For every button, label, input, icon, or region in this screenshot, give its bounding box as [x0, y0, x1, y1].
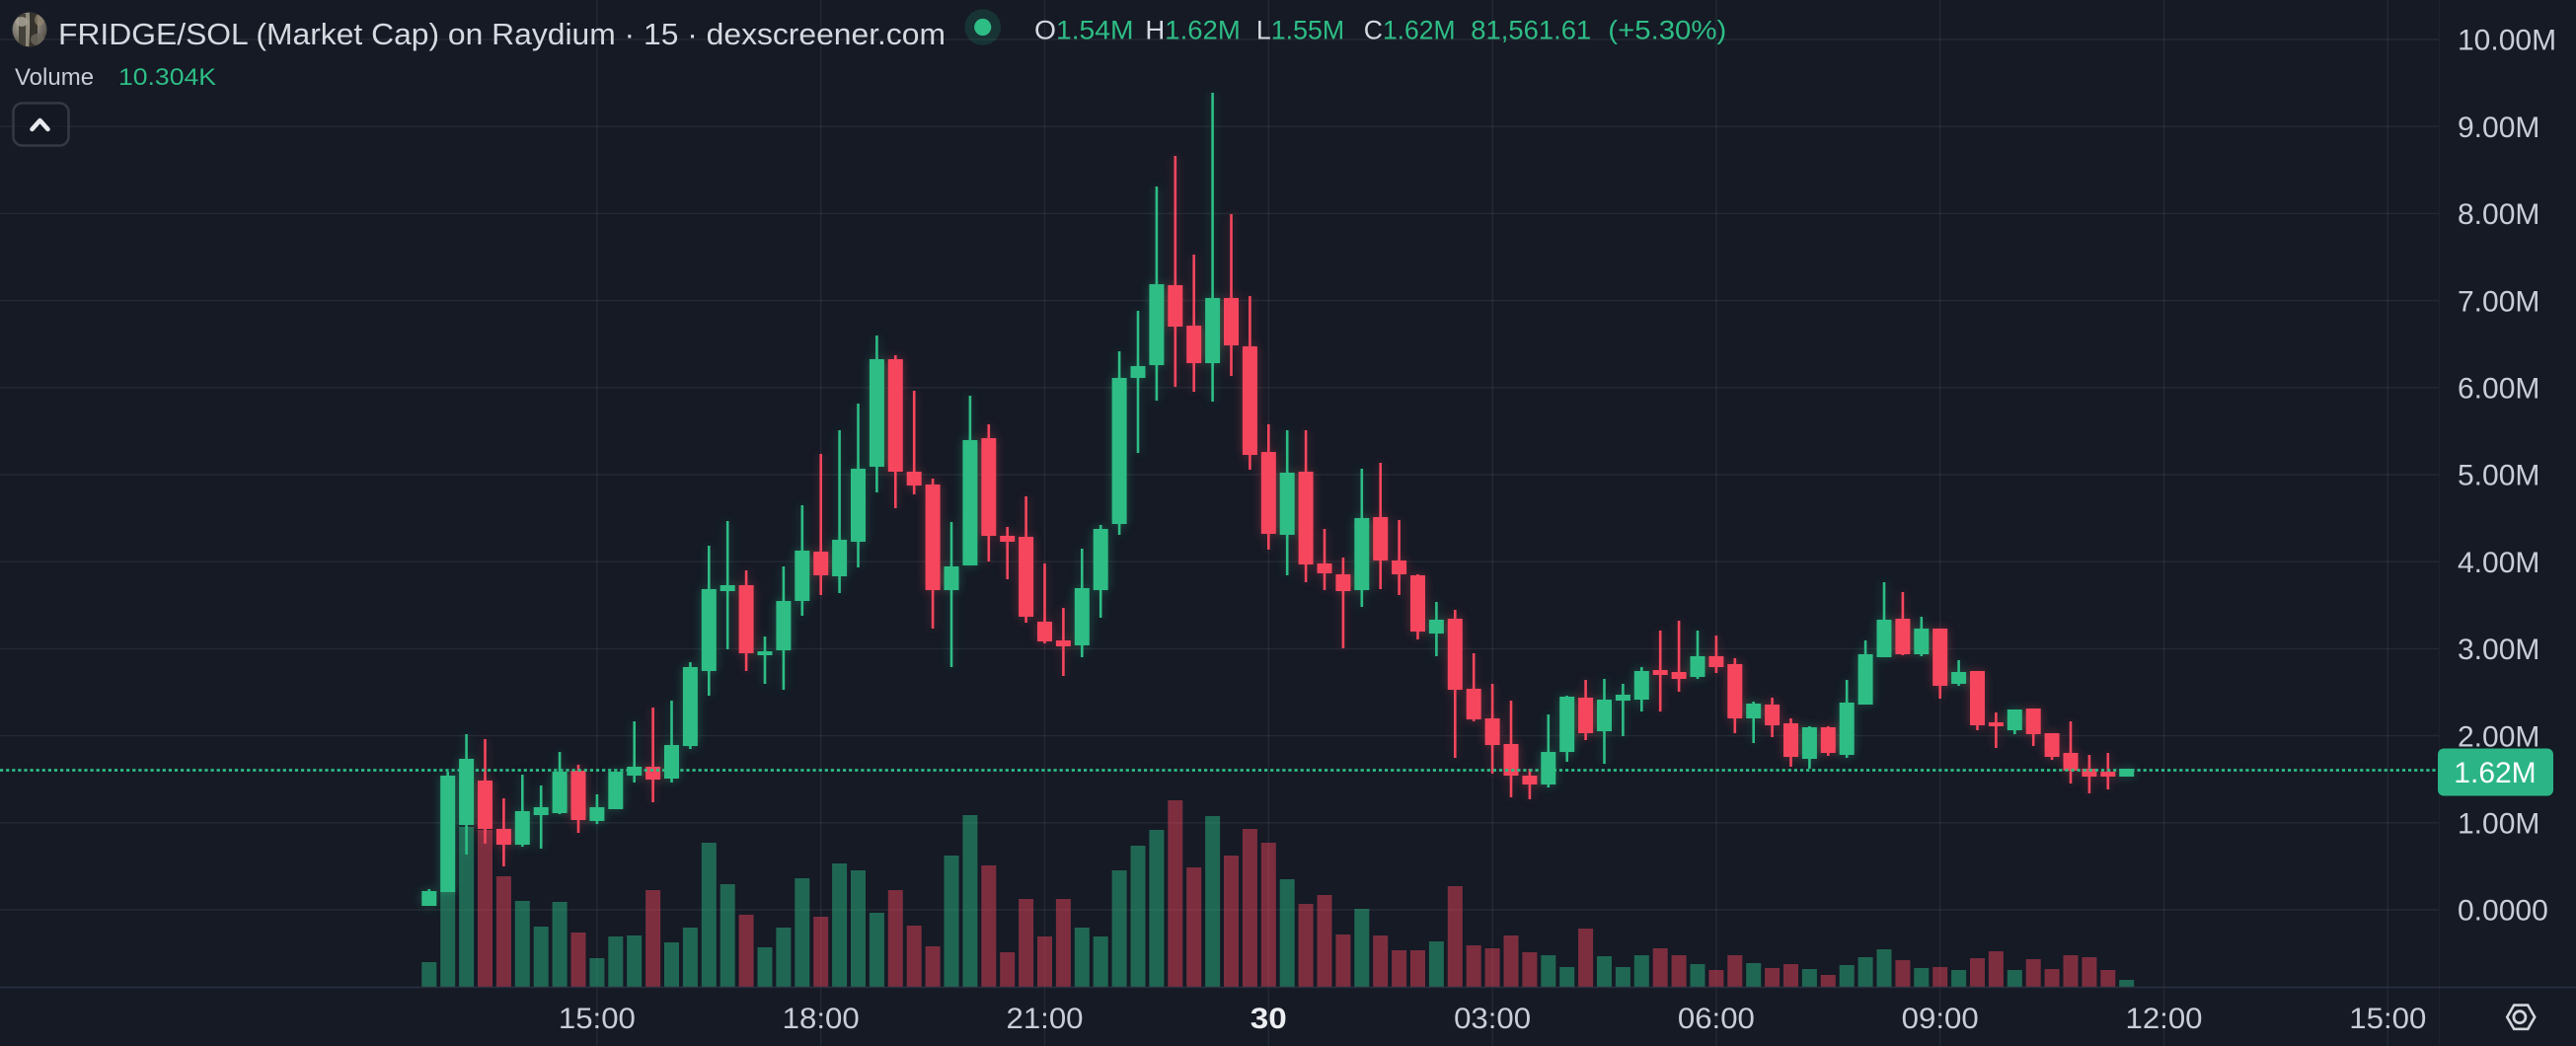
svg-text:FRIDGE/SOL (Market Cap) on Ray: FRIDGE/SOL (Market Cap) on Raydium · 15 … [58, 18, 946, 51]
svg-text:1.62M: 1.62M [2454, 757, 2536, 789]
svg-text:03:00: 03:00 [1454, 1003, 1531, 1035]
svg-text:06:00: 06:00 [1678, 1003, 1755, 1035]
svg-text:C1.62M: C1.62M [1364, 16, 1456, 45]
svg-text:0.0000: 0.0000 [2458, 895, 2548, 928]
svg-text:5.00M: 5.00M [2458, 460, 2539, 492]
svg-text:09:00: 09:00 [1902, 1003, 1979, 1035]
svg-text:8.00M: 8.00M [2458, 198, 2539, 231]
svg-text:7.00M: 7.00M [2458, 285, 2539, 318]
svg-text:L1.55M: L1.55M [1256, 16, 1344, 45]
svg-text:15:00: 15:00 [2349, 1003, 2426, 1035]
svg-text:81,561.61: 81,561.61 [1471, 16, 1591, 45]
svg-text:3.00M: 3.00M [2458, 634, 2539, 666]
svg-text:10.00M: 10.00M [2458, 25, 2556, 57]
svg-text:9.00M: 9.00M [2458, 112, 2539, 144]
svg-text:21:00: 21:00 [1007, 1003, 1084, 1035]
svg-text:30: 30 [1250, 1003, 1287, 1035]
svg-text:10.304K: 10.304K [118, 64, 216, 91]
svg-text:1.00M: 1.00M [2458, 808, 2539, 841]
svg-text:2.00M: 2.00M [2458, 720, 2539, 753]
svg-text:Volume: Volume [15, 64, 94, 91]
svg-text:H1.62M: H1.62M [1145, 16, 1240, 45]
svg-text:(+5.30%): (+5.30%) [1608, 16, 1726, 45]
svg-text:15:00: 15:00 [559, 1003, 636, 1035]
svg-text:18:00: 18:00 [783, 1003, 860, 1035]
svg-text:6.00M: 6.00M [2458, 373, 2539, 406]
svg-text:4.00M: 4.00M [2458, 547, 2539, 579]
svg-text:O1.54M: O1.54M [1034, 16, 1134, 45]
svg-text:12:00: 12:00 [2126, 1003, 2203, 1035]
